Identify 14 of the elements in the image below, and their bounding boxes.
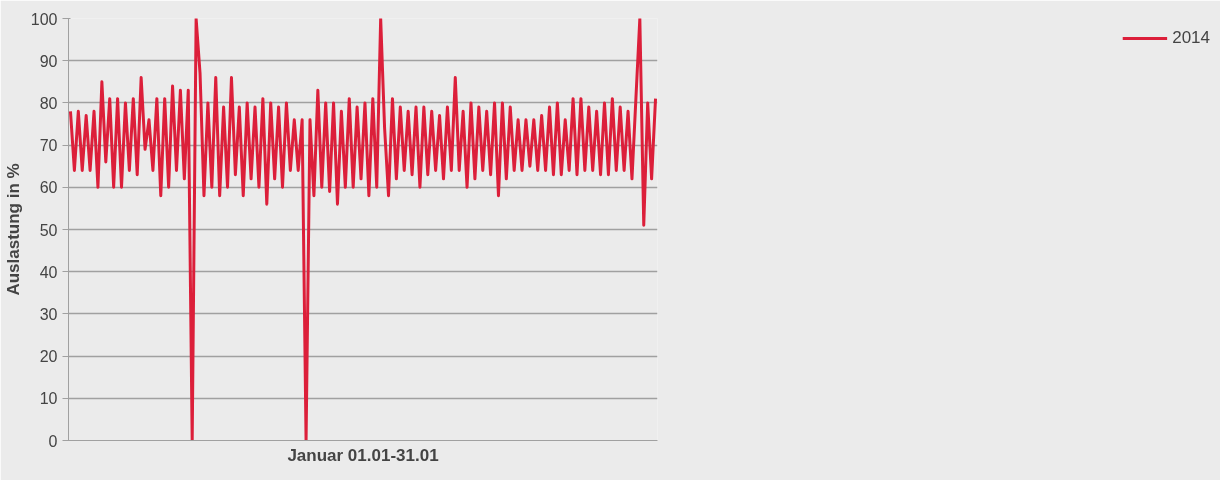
y-tick-label: 80 <box>39 94 58 112</box>
y-tick-label: 10 <box>39 390 58 408</box>
x-axis-title: Januar 01.01-31.01 <box>287 445 439 465</box>
y-tick-label: 20 <box>39 348 58 366</box>
legend-label: 2014 <box>1172 28 1210 48</box>
y-tick-label: 30 <box>39 305 58 323</box>
y-tick-label: 50 <box>39 221 58 239</box>
y-tick-label: 100 <box>30 10 58 28</box>
y-tick-label: 60 <box>39 179 58 197</box>
y-tick-label: 70 <box>39 137 58 155</box>
y-tick-label: 40 <box>39 263 58 281</box>
y-axis-title: Auslastung in % <box>3 163 23 296</box>
y-tick-label: 90 <box>39 52 58 70</box>
y-tick-label: 0 <box>48 432 58 450</box>
